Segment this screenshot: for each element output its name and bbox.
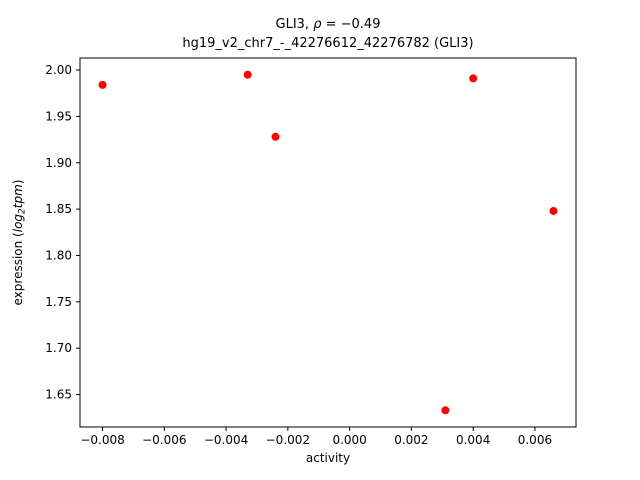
y-label-prefix: expression ( xyxy=(11,232,25,305)
y-tick-label: 1.75 xyxy=(45,295,72,309)
y-tick-label: 1.85 xyxy=(45,202,72,216)
x-tick-label: 0.002 xyxy=(394,433,428,447)
y-tick-label: 1.90 xyxy=(45,156,72,170)
data-points xyxy=(98,70,558,415)
data-point xyxy=(469,74,478,83)
y-axis-label: expression (log2tpm) xyxy=(11,180,28,306)
x-axis-label: activity xyxy=(306,451,350,465)
data-point xyxy=(243,70,252,79)
y-label-log: log xyxy=(11,214,25,233)
y-label-variable: tpm xyxy=(11,184,25,208)
y-label-suffix: ) xyxy=(11,180,25,185)
data-point xyxy=(441,406,450,415)
y-tick-label: 1.70 xyxy=(45,341,72,355)
x-tick-label: −0.004 xyxy=(204,433,248,447)
x-tick-label: 0.006 xyxy=(518,433,552,447)
x-tick-label: −0.006 xyxy=(142,433,186,447)
plot-spines xyxy=(79,57,577,428)
y-label-log-base: 2 xyxy=(18,208,28,214)
x-tick-label: −0.002 xyxy=(266,433,310,447)
title-rho-symbol: ρ xyxy=(313,17,322,32)
y-tick-label: 1.80 xyxy=(45,248,72,262)
y-tick-label: 2.00 xyxy=(45,63,72,77)
data-point xyxy=(98,80,107,89)
data-point xyxy=(271,132,280,141)
title-prefix: GLI3, xyxy=(276,17,314,32)
x-tick-label: 0.004 xyxy=(456,433,490,447)
y-tick-label: 1.65 xyxy=(45,388,72,402)
plot-title-line1: GLI3, ρ = −0.49 xyxy=(276,17,381,32)
x-tick-label: 0.000 xyxy=(332,433,366,447)
x-tick-label: −0.008 xyxy=(80,433,124,447)
axes-frame: −0.008 −0.006 −0.004 −0.002 0.000 0.002 0.004 0… xyxy=(45,57,577,447)
y-tick-label: 1.95 xyxy=(45,109,72,123)
plot-title-line2: hg19_v2_chr7_-_42276612_42276782 (GLI3) xyxy=(182,36,473,51)
title-correlation-value: = −0.49 xyxy=(321,17,380,32)
data-point xyxy=(549,206,558,215)
